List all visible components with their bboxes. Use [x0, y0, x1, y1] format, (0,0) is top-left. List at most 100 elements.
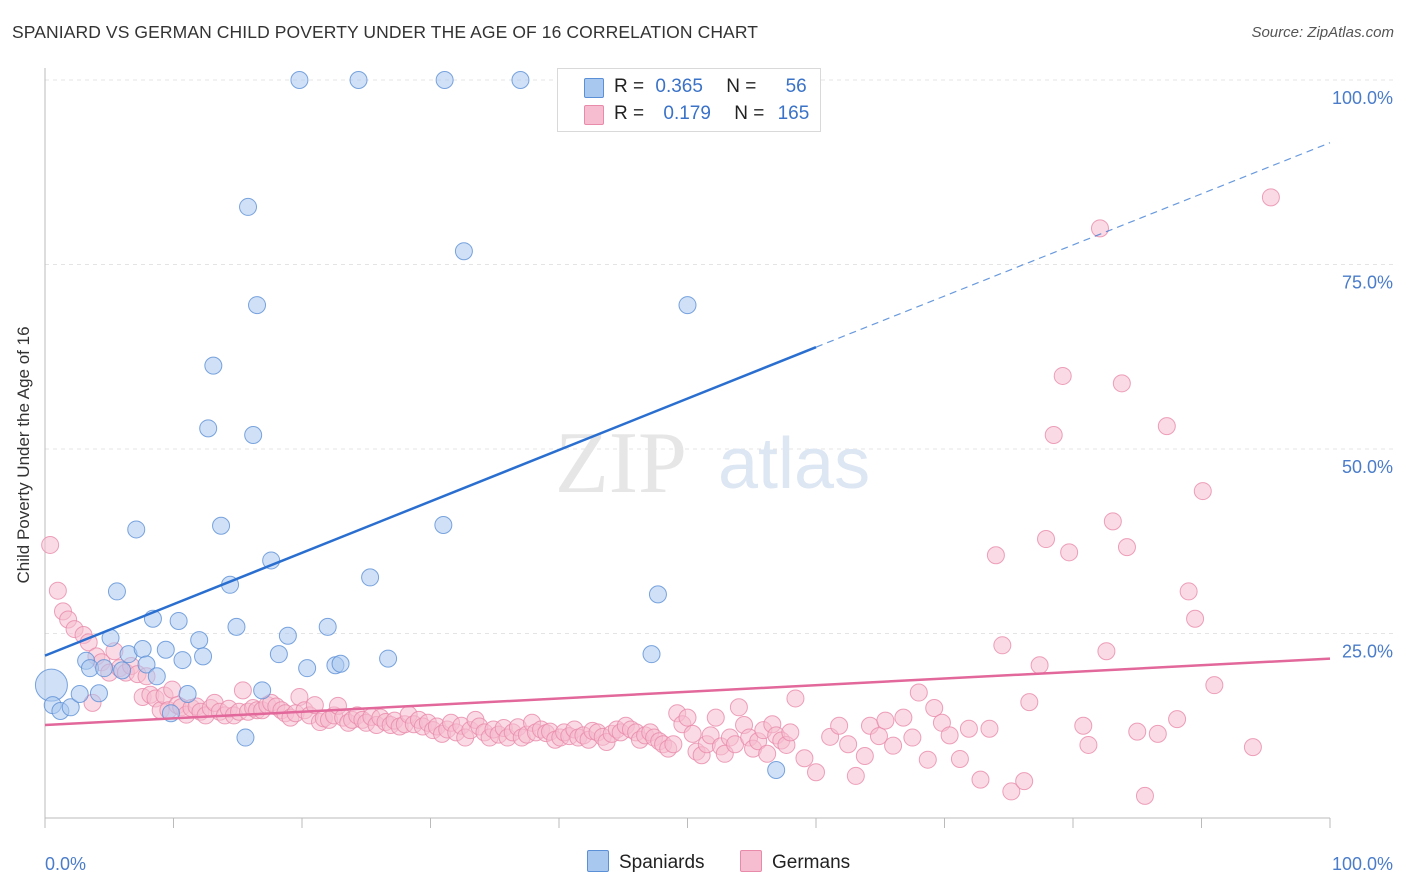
spaniard-point [236, 728, 255, 747]
german-point [855, 747, 874, 766]
spaniard-point [434, 516, 453, 535]
german-point [706, 708, 725, 727]
german-point [233, 681, 252, 700]
source-note: Source: ZipAtlas.com [1251, 24, 1394, 41]
spaniard-point [70, 685, 89, 704]
n-value: 56 [785, 76, 807, 97]
german-point [664, 735, 683, 754]
spaniard-point [61, 698, 80, 717]
y-axis-label: Child Poverty Under the Age of 16 [14, 326, 33, 584]
spaniard-point [269, 645, 288, 664]
trend-line-spaniards [44, 345, 817, 657]
german-point [729, 698, 748, 717]
trend-line-germans [44, 657, 1331, 727]
n-value: 165 [777, 103, 810, 124]
x-tick-label-max: 100.0% [1332, 854, 1393, 874]
german-point [807, 763, 825, 782]
stats-box: R = 0.365 N = 56 R = 0.179 N = 165 [557, 68, 821, 132]
german-point [786, 689, 805, 708]
spaniard-point [278, 626, 297, 645]
german-point [1243, 738, 1262, 757]
german-point [884, 736, 903, 755]
spaniard-point [253, 681, 272, 700]
german-point [940, 726, 959, 745]
german-point [1060, 543, 1079, 562]
german-point [839, 735, 858, 754]
german-point [993, 636, 1012, 655]
german-point [1135, 786, 1154, 805]
german-point [1148, 724, 1167, 743]
spaniard-point [199, 419, 218, 438]
german-point [846, 766, 865, 785]
legend-swatch-spaniards [587, 850, 609, 872]
watermark-atlas: atlas [718, 424, 870, 504]
german-point [894, 708, 913, 727]
spaniard-point [379, 649, 398, 668]
german-point [1053, 366, 1072, 385]
german-point [1020, 693, 1039, 712]
german-point [1193, 482, 1212, 501]
german-point [909, 683, 928, 702]
trend-line-spaniards-extension [815, 142, 1331, 348]
german-point [986, 546, 1005, 565]
gridlines [45, 79, 1394, 634]
tick-labels: 25.0% 50.0% 75.0% 100.0% 0.0% 100.0% [45, 88, 1393, 874]
series-spaniards [34, 71, 786, 780]
german-point [971, 770, 990, 789]
spaniard-point [89, 684, 108, 703]
spaniard-point [454, 242, 473, 261]
trend-lines [44, 142, 1331, 727]
spaniard-point [331, 654, 350, 673]
spaniard-point [212, 516, 231, 535]
r-value: 0.179 [663, 103, 711, 124]
german-point [1103, 512, 1122, 531]
spaniard-point [107, 582, 126, 601]
german-point [701, 726, 720, 745]
german-point [950, 749, 969, 768]
spaniard-point [190, 631, 209, 650]
spaniard-point [511, 71, 530, 89]
spaniard-point [178, 685, 197, 704]
legend-item-germans: Germans [740, 850, 850, 876]
spaniard-point [648, 585, 667, 604]
spaniard-point [248, 296, 267, 315]
legend-item-spaniards: Spaniards [587, 850, 705, 876]
spaniard-point [435, 71, 454, 89]
r-label: R = [614, 103, 645, 124]
german-point [1030, 656, 1049, 675]
spaniard-point [137, 655, 156, 674]
spaniard-point [95, 659, 114, 678]
spaniard-point [147, 667, 166, 686]
legend-label-spaniards: Spaniards [619, 852, 705, 873]
german-point [758, 744, 777, 763]
chart-title: SPANIARD VS GERMAN CHILD POVERTY UNDER T… [12, 22, 759, 42]
n-label: N = [726, 76, 757, 97]
spaniard-point [298, 659, 317, 678]
r-value: 0.365 [655, 76, 703, 97]
spaniard-point [204, 356, 223, 375]
german-point [795, 749, 814, 768]
spaniard-point [767, 761, 786, 780]
german-point [1090, 219, 1109, 238]
german-point [1261, 188, 1280, 207]
german-point [918, 750, 937, 769]
german-point [1002, 782, 1021, 801]
r-label: R = [614, 76, 645, 97]
german-point [876, 711, 895, 730]
german-point [1079, 735, 1098, 754]
german-point [1074, 716, 1093, 735]
legend-swatch-germans [740, 850, 762, 872]
spaniard-point [239, 197, 258, 216]
n-label: N = [734, 103, 765, 124]
spaniard-point [194, 647, 213, 666]
german-point [41, 535, 60, 554]
legend-label-germans: Germans [772, 852, 851, 873]
spaniard-point [361, 568, 380, 587]
german-point [1128, 722, 1147, 741]
swatch-spaniards [584, 78, 604, 98]
spaniard-point [113, 661, 132, 680]
german-point [1117, 538, 1136, 557]
german-point [903, 728, 922, 747]
swatch-germans [584, 105, 604, 125]
